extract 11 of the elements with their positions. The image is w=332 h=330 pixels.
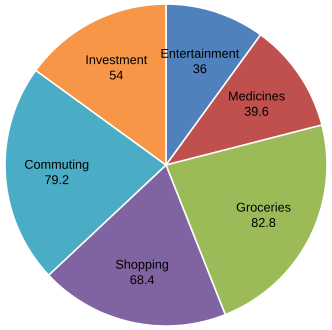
slice-label: Medicines <box>229 91 285 100</box>
slice-label: Groceries <box>236 202 291 212</box>
data-label: 79.2 <box>45 175 68 184</box>
data-label: 36 <box>193 64 206 74</box>
slice-label: Investment <box>86 55 148 64</box>
slice-label: Commuting <box>25 160 88 172</box>
data-label: 82.8 <box>252 218 276 228</box>
slice-label: Shopping <box>116 260 168 272</box>
data-label: 54 <box>110 70 123 80</box>
data-label: 68.4 <box>130 275 154 284</box>
data-label: 39.6 <box>244 106 268 116</box>
